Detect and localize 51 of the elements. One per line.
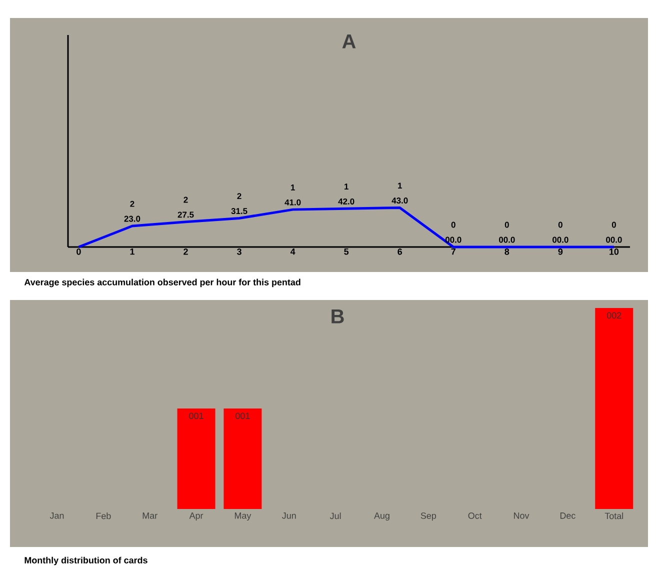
text: Monthly distribution of cards	[24, 556, 148, 566]
annotation: 2	[184, 196, 188, 203]
x-tick-label: 3	[236, 248, 242, 255]
x-tick-label: Oct	[468, 512, 482, 519]
x-tick-label: Total	[604, 512, 623, 520]
x-tick-label: 9	[558, 248, 563, 255]
x-tick-label: 1	[130, 248, 134, 255]
annotation: 1	[398, 182, 402, 189]
x-tick-label: Feb	[96, 512, 111, 520]
x-tick-label: Apr	[189, 512, 204, 521]
x-tick-label: 5	[344, 248, 349, 255]
annotation: 2	[130, 200, 134, 207]
chart-title: A	[342, 34, 356, 48]
x-tick-label: 0	[76, 248, 81, 255]
data-label: 31.5	[231, 208, 248, 214]
annotation: 0	[612, 222, 616, 228]
x-tick-label: 10	[610, 248, 619, 255]
x-tick-label: Sep	[420, 512, 436, 521]
data-label: 001	[189, 412, 204, 420]
annotation: 0	[504, 222, 509, 228]
annotation: 2	[237, 193, 242, 200]
chart-title: B	[332, 310, 344, 324]
data-label: 001	[236, 412, 250, 420]
x-tick-label: 7	[451, 248, 456, 255]
x-tick-label: Aug	[374, 512, 390, 521]
annotation: 1	[344, 184, 348, 190]
x-tick-label: Jun	[282, 512, 296, 519]
x-tick-label: 4	[290, 248, 296, 255]
x-tick-label: 6	[398, 248, 402, 255]
x-tick-label: Jul	[330, 512, 341, 520]
x-tick-label: Dec	[560, 512, 576, 519]
x-tick-label: May	[234, 512, 252, 521]
annotation: 0	[558, 222, 562, 228]
data-label: 43.0	[392, 198, 408, 204]
data-label: 00.0	[552, 236, 568, 243]
annotation: 1	[290, 184, 295, 190]
data-label: 00.0	[606, 236, 622, 243]
x-tick-label: 2	[184, 248, 188, 255]
text: Average species accumulation observed per hour for this pentad	[24, 278, 300, 288]
annotation: 0	[451, 222, 456, 228]
data-label: 42.0	[338, 198, 354, 204]
x-tick-label: 8	[504, 248, 510, 255]
data-label: 00.0	[445, 236, 462, 243]
data-label: 27.5	[178, 212, 194, 218]
data-label: 00.0	[498, 236, 515, 243]
x-tick-label: Mar	[142, 512, 158, 519]
data-label: 002	[606, 312, 622, 319]
x-tick-label: Jan	[50, 512, 64, 519]
data-label: 41.0	[284, 199, 301, 206]
x-tick-label: Nov	[514, 512, 530, 519]
data-label: 23.0	[124, 216, 140, 222]
